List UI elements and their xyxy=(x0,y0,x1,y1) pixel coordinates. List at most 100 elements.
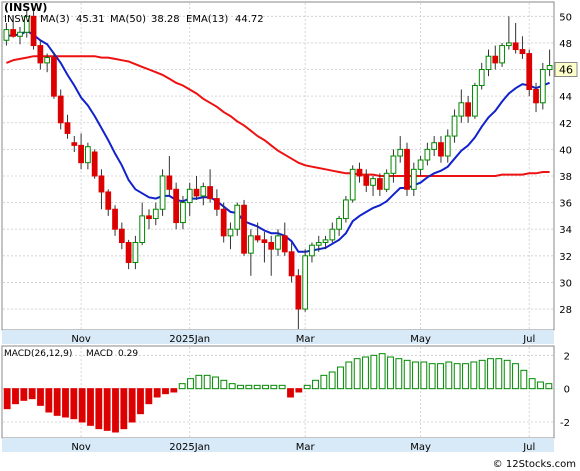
candle-up xyxy=(139,215,146,244)
price-y-tick-label: 44 xyxy=(559,92,572,103)
candle-down xyxy=(98,175,105,193)
legend-ma3-value: 45.31 xyxy=(76,14,105,25)
candle-up xyxy=(315,242,322,246)
macd-title: MACD(26,12,9) xyxy=(4,349,72,359)
candle-down xyxy=(125,242,132,263)
candle-down xyxy=(30,15,37,47)
candle-down xyxy=(10,29,17,37)
macd-bar-negative xyxy=(162,388,169,395)
price-x-tick-label: 2025Jan xyxy=(169,334,210,345)
candle-up xyxy=(322,239,329,244)
ma50-line xyxy=(6,55,550,177)
macd-bar-negative xyxy=(128,388,136,423)
candle-down xyxy=(37,45,44,64)
macd-indicator-value: 0.29 xyxy=(118,349,138,359)
macd-bar-positive xyxy=(403,359,411,390)
candle-down xyxy=(51,57,57,97)
candle-up xyxy=(431,142,438,150)
macd-bar-positive xyxy=(203,374,211,390)
macd-bar-positive xyxy=(245,384,253,390)
candle-down xyxy=(214,198,220,210)
price-x-tick-label: Nov xyxy=(71,334,91,345)
candle-up xyxy=(309,244,315,257)
macd-x-axis: Nov2025JanMarMayJulSep xyxy=(71,442,535,453)
macd-bar-positive xyxy=(237,384,244,390)
macd-bar-positive xyxy=(212,376,219,390)
macd-bar-positive xyxy=(253,384,261,390)
price-legend: INSW MA(3) 45.31 MA(50) 38.28 EMA(13) 44… xyxy=(4,14,264,25)
candle-up xyxy=(397,148,404,157)
macd-bar-positive xyxy=(337,366,344,390)
candle-down xyxy=(268,242,275,250)
macd-bar-negative xyxy=(45,388,53,413)
macd-bar-positive xyxy=(537,381,544,390)
candle-up xyxy=(336,218,342,230)
last-price-box xyxy=(554,62,578,77)
macd-bar-negative xyxy=(12,388,19,405)
macd-bar-positive xyxy=(478,359,486,390)
candle-up xyxy=(152,208,159,220)
macd-bar-negative xyxy=(103,388,111,431)
macd-bar-positive xyxy=(262,384,269,390)
candle-down xyxy=(356,168,363,177)
candle-down xyxy=(526,53,533,90)
price-y-axis: 28 30 32 34 36 38 40 42 44 46 48 50 xyxy=(559,12,572,316)
candle-up xyxy=(44,57,51,64)
macd-histogram xyxy=(3,353,553,433)
candle-down xyxy=(404,148,410,190)
macd-indicator-label: MACD xyxy=(86,349,113,359)
macd-bar-positive xyxy=(187,378,194,390)
price-y-tick-label: 38 xyxy=(559,172,572,183)
macd-bar-positive xyxy=(420,361,428,390)
macd-bar-positive xyxy=(320,374,328,390)
candle-down xyxy=(512,42,519,51)
macd-bar-positive xyxy=(545,383,553,390)
candle-up xyxy=(17,31,23,37)
price-y-tick-label: 36 xyxy=(559,199,572,210)
macd-bar-positive xyxy=(428,363,436,390)
macd-bar-negative xyxy=(120,388,128,430)
macd-y-tick-label: 2 xyxy=(564,351,570,362)
macd-bar-negative xyxy=(70,388,78,420)
macd-bar-positive xyxy=(520,369,528,390)
candle-down xyxy=(254,235,261,241)
candle-down xyxy=(173,188,180,224)
candle-down xyxy=(376,178,383,190)
candle-down xyxy=(261,239,268,244)
price-x-axis-band xyxy=(2,330,554,344)
candle-down xyxy=(193,188,200,197)
candle-down xyxy=(112,208,118,230)
candle-down xyxy=(57,95,64,124)
candle-down xyxy=(465,102,472,117)
macd-bar-negative xyxy=(295,388,303,393)
price-y-tick-label: 40 xyxy=(559,145,572,156)
candle-up xyxy=(370,178,376,186)
candle-up xyxy=(247,235,254,254)
macd-x-tick-label: Jul xyxy=(522,442,535,453)
macd-bar-positive xyxy=(362,356,369,390)
candle-up xyxy=(485,55,492,71)
legend-ma3: MA(3) xyxy=(40,14,70,25)
candle-down xyxy=(281,235,288,253)
macd-bar-positive xyxy=(387,356,394,390)
candle-up xyxy=(227,228,234,237)
candle-down xyxy=(220,208,227,237)
candle-up xyxy=(85,146,91,164)
candle-down xyxy=(207,186,213,200)
price-x-tick-label: Jul xyxy=(522,334,535,345)
macd-x-tick-label: May xyxy=(410,442,431,453)
price-y-tick-label: 30 xyxy=(559,278,572,289)
macd-y-tick-label: -2 xyxy=(560,418,570,429)
macd-bar-positive xyxy=(345,361,353,390)
macd-bar-negative xyxy=(20,388,28,401)
candle-up xyxy=(302,255,309,310)
candle-up xyxy=(410,168,417,190)
macd-bar-positive xyxy=(470,361,478,390)
candle-up xyxy=(343,199,349,220)
candle-up xyxy=(132,242,139,263)
price-y-tick-label: 48 xyxy=(559,39,572,50)
macd-bar-positive xyxy=(445,361,453,390)
candle-up xyxy=(458,102,465,117)
candle-up xyxy=(499,45,505,64)
